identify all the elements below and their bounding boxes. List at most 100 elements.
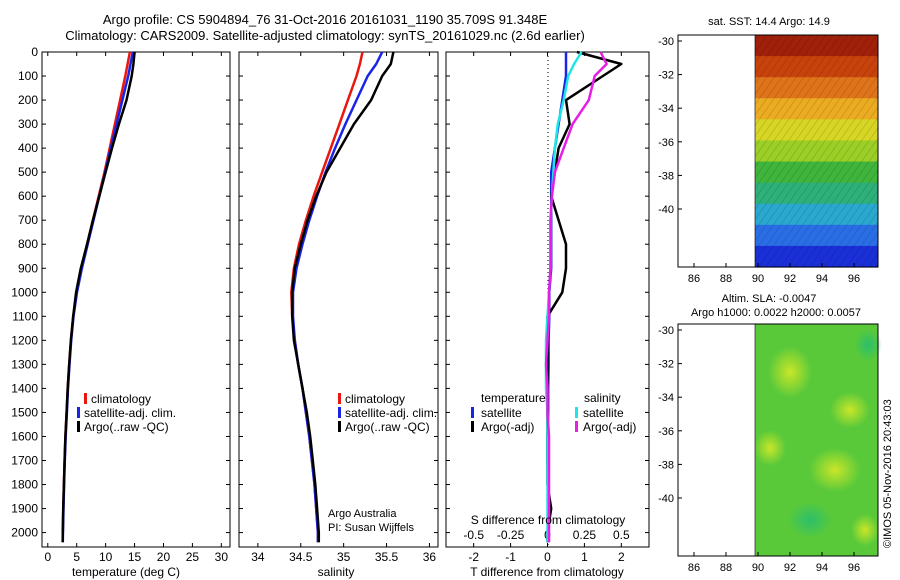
salinity-xlabel: salinity <box>318 565 355 579</box>
depth-tick-label: 1900 <box>11 502 38 516</box>
lon-tick-label: 94 <box>816 273 828 285</box>
legend-satellite-adj: satellite-adj. clim. <box>84 406 176 420</box>
difference-x-axis: -2 -1 0 1 2 <box>468 52 625 564</box>
lat-tick-label: -40 <box>658 204 674 216</box>
legend-climatology: climatology <box>91 392 151 406</box>
legend-swatch-satellite <box>338 407 341 418</box>
difference-legend: temperature salinity satellite Argo(-adj… <box>471 391 636 434</box>
sla-anomaly-blob <box>851 514 879 546</box>
sla-anomaly-blob <box>768 346 812 398</box>
lon-tick-label: 94 <box>816 562 828 574</box>
profile-line-climatology <box>61 51 132 543</box>
legend-swatch-satellite <box>77 407 80 418</box>
s-diff-tick-label: -0.5 <box>463 528 484 542</box>
sst-map-title: sat. SST: 14.4 Argo: 14.9 <box>708 16 830 28</box>
x-tick-label: 35 <box>337 550 351 564</box>
legend-t-argo: Argo(-adj) <box>481 420 534 434</box>
depth-tick-label: 1700 <box>11 453 38 467</box>
salinity-x-axis: 34 34.5 35 35.5 36 <box>251 52 436 564</box>
lat-tick-label: -34 <box>658 392 674 404</box>
sst-map: -30 -32 -34 -36 -38 -40 86 88 90 92 94 96 <box>658 34 879 285</box>
lat-tick-label: -30 <box>658 36 674 48</box>
legend-swatch-s-argo <box>575 421 578 432</box>
lat-tick-label: -36 <box>658 426 674 438</box>
lon-tick-label: 90 <box>752 562 764 574</box>
legend-s-satellite: satellite <box>583 406 624 420</box>
profile-line-satellite-adj-clim- <box>61 51 135 543</box>
x-tick-label: 5 <box>73 550 80 564</box>
chart-title-line2: Climatology: CARS2009. Satellite-adjuste… <box>65 28 585 43</box>
x-tick-label: 2 <box>618 550 625 564</box>
x-tick-label: 10 <box>99 550 113 564</box>
imos-timestamp: ©IMOS 05-Nov-2016 20:43:03 <box>882 399 894 548</box>
sla-map: -30 -32 -34 -36 -38 -40 86 88 90 92 94 96 <box>658 323 882 574</box>
depth-tick-label: 2000 <box>11 526 38 540</box>
depth-tick-label: 1000 <box>11 285 38 299</box>
x-tick-label: 15 <box>128 550 142 564</box>
depth-axis: 0 100 200 300 400 500 600 700 800 900 1000 1100 1200… <box>11 45 649 540</box>
legend-s-argo: Argo(-adj) <box>583 420 636 434</box>
depth-tick-label: 400 <box>18 141 38 155</box>
legend-swatch-climatology <box>84 393 87 404</box>
depth-tick-label: 0 <box>31 45 38 59</box>
depth-tick-label: 900 <box>18 261 38 275</box>
profile-line-argo-raw-qc- <box>290 51 395 543</box>
sst-map-frame <box>677 34 879 268</box>
lon-tick-label: 92 <box>784 273 796 285</box>
legend-swatch-t-argo <box>471 421 474 432</box>
salinity-legend: climatology satellite-adj. clim. Argo(..… <box>338 392 437 434</box>
depth-tick-label: 1600 <box>11 429 38 443</box>
depth-tick-label: 1800 <box>11 478 38 492</box>
difference-profiles <box>544 50 623 543</box>
sla-map-title: Altim. SLA: -0.0047 <box>722 293 817 305</box>
salinity-profiles <box>290 51 395 543</box>
sla-anomaly-blob <box>830 392 870 428</box>
x-tick-label: 0 <box>544 550 551 564</box>
legend-t-satellite: satellite <box>481 406 522 420</box>
lon-tick-label: 88 <box>720 273 732 285</box>
lon-tick-label: 96 <box>848 273 860 285</box>
sla-map-frame <box>677 323 879 557</box>
profile-line-s-satellite <box>544 51 583 543</box>
x-tick-label: 36 <box>423 550 437 564</box>
legend-satellite-adj: satellite-adj. clim. <box>345 406 437 420</box>
lat-tick-label: -32 <box>658 70 674 82</box>
sla-anomaly-blob <box>854 329 882 361</box>
s-diff-tick-label: -0.25 <box>497 528 525 542</box>
legend-swatch-s-satellite <box>575 407 578 418</box>
legend-swatch-t-satellite <box>471 407 474 418</box>
x-tick-label: -1 <box>505 550 516 564</box>
s-difference-label: S difference from climatology <box>471 513 626 527</box>
x-tick-label: 20 <box>157 550 171 564</box>
depth-tick-label: 200 <box>18 93 38 107</box>
lat-tick-label: -36 <box>658 137 674 149</box>
lon-tick-label: 86 <box>688 562 700 574</box>
depth-tick-label: 800 <box>18 237 38 251</box>
t-difference-xlabel: T difference from climatology <box>470 565 624 579</box>
sla-anomaly-blob <box>809 448 861 492</box>
profile-line-argo-raw-qc- <box>61 51 136 543</box>
lat-tick-label: -34 <box>658 103 674 115</box>
sla-map-subtitle: Argo h1000: 0.0022 h2000: 0.0057 <box>691 307 861 319</box>
temperature-legend: climatology satellite-adj. clim. Argo(..… <box>77 392 176 434</box>
lon-tick-label: 90 <box>752 273 764 285</box>
legend-salinity-header: salinity <box>584 391 621 405</box>
temperature-x-axis: 0 5 10 15 20 25 30 <box>44 52 228 564</box>
depth-tick-label: 600 <box>18 189 38 203</box>
x-tick-label: 34.5 <box>289 550 313 564</box>
depth-tick-label: 1400 <box>11 381 38 395</box>
lon-tick-label: 92 <box>784 562 796 574</box>
argo-australia-label: Argo Australia <box>328 508 397 520</box>
sla-anomaly-blob <box>788 502 832 538</box>
depth-tick-label: 1200 <box>11 333 38 347</box>
legend-swatch-argo <box>338 421 341 432</box>
x-tick-label: 34 <box>251 550 265 564</box>
x-tick-label: 30 <box>215 550 229 564</box>
lat-tick-label: -40 <box>658 493 674 505</box>
x-tick-label: 1 <box>581 550 588 564</box>
legend-temperature-header: temperature <box>481 391 546 405</box>
lat-tick-label: -30 <box>658 325 674 337</box>
legend-swatch-climatology <box>338 393 341 404</box>
temperature-profiles <box>61 51 136 543</box>
depth-tick-label: 1100 <box>12 309 38 323</box>
